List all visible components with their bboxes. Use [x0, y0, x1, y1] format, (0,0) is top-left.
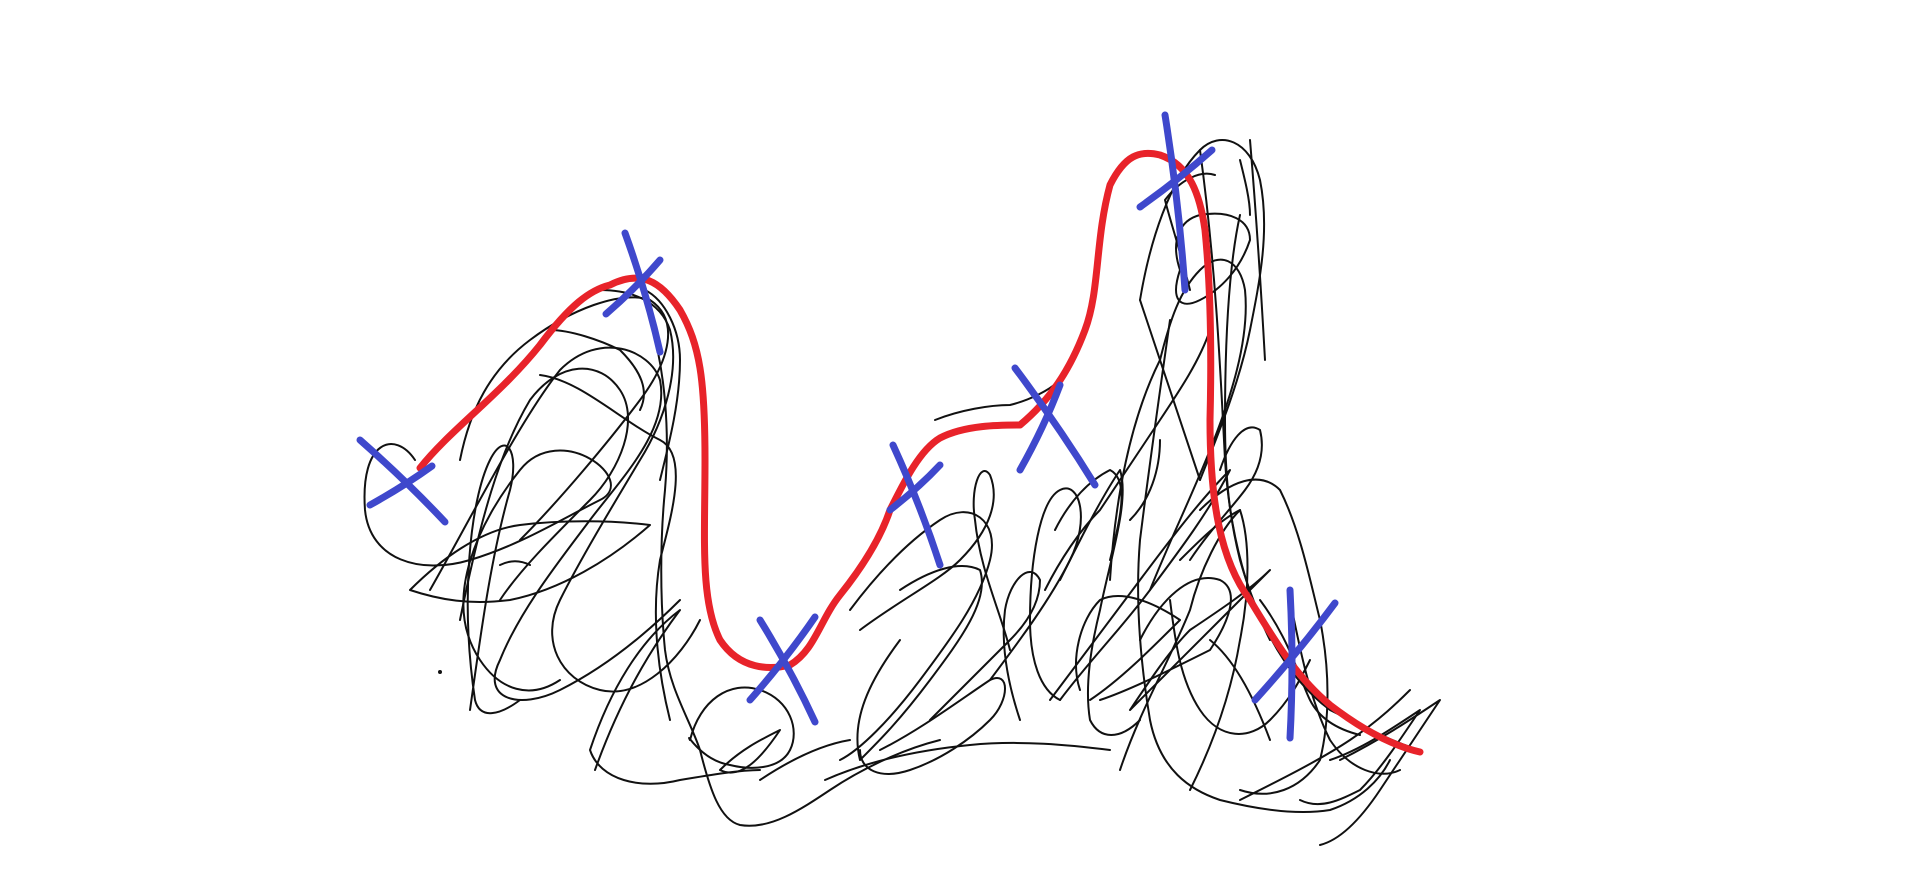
scribble-stroke	[759, 739, 851, 781]
scribble-stroke	[459, 296, 670, 541]
scribble-stroke	[539, 374, 677, 721]
scribble-stroke	[1289, 599, 1401, 775]
scribble-stroke	[859, 470, 1011, 651]
x-mark-stroke	[889, 441, 944, 569]
x-mark-stroke	[1011, 364, 1099, 489]
x-mark-stroke	[886, 461, 944, 514]
scribble-stroke	[1139, 299, 1201, 481]
scribble-stroke	[466, 444, 521, 715]
red-outline-curve	[416, 149, 1424, 756]
scribble-stroke	[1319, 699, 1441, 846]
scribble-stroke	[1137, 319, 1391, 813]
scribble-stroke	[1044, 329, 1211, 591]
scribble-stroke	[839, 511, 993, 761]
scribble-stroke	[1054, 469, 1123, 561]
scribble-stroke	[1175, 212, 1251, 305]
scribble-stroke	[549, 329, 645, 411]
scribble-stroke	[929, 570, 1041, 721]
scribble-stroke	[1129, 439, 1161, 521]
scribble-stroke	[1259, 599, 1361, 736]
scribble-stroke	[1209, 639, 1271, 741]
scribble-stroke	[363, 443, 612, 692]
scribble-stroke	[719, 729, 781, 774]
x-mark-stroke	[756, 616, 819, 726]
scribble-stroke	[1239, 159, 1251, 216]
scribble-stroke	[499, 560, 531, 566]
scribble-stroke	[1224, 214, 1421, 751]
x-mark-icon	[1251, 586, 1339, 742]
scribble-stroke	[589, 609, 761, 785]
scribble-stroke	[934, 379, 1061, 421]
x-mark-stroke	[1016, 381, 1064, 474]
scribble-stroke	[649, 319, 941, 827]
scribble-stroke	[1239, 689, 1411, 801]
x-mark-stroke	[621, 229, 664, 356]
scribble-stroke	[1059, 469, 1141, 736]
x-mark-stroke	[746, 613, 819, 704]
x-mark-stroke	[602, 256, 664, 318]
scribble-stroke	[459, 367, 629, 621]
x-mark-icon	[886, 441, 944, 569]
x-markers	[356, 111, 1339, 742]
scribble-stroke	[1109, 258, 1247, 591]
x-mark-stroke	[366, 462, 436, 509]
scribble-stroke	[1075, 595, 1181, 701]
scribble-stroke	[429, 346, 681, 701]
black-scribbles	[363, 139, 1441, 846]
scribble-stroke	[1049, 469, 1231, 701]
scribble-stroke	[859, 677, 1006, 775]
x-mark-icon	[746, 613, 819, 726]
scribble-stroke	[409, 520, 651, 603]
scribble-stroke	[688, 686, 795, 769]
scribble-stroke	[824, 741, 1111, 781]
x-mark-icon	[1011, 364, 1099, 489]
scribble-stroke	[644, 289, 681, 481]
x-mark-icon	[602, 229, 664, 356]
scribble-stroke	[856, 565, 983, 761]
x-mark-icon	[1136, 111, 1216, 294]
x-mark-icon	[356, 436, 449, 526]
x-mark-stroke	[1161, 111, 1189, 294]
x-mark-stroke	[1136, 146, 1216, 211]
ink-dot	[438, 670, 442, 674]
x-mark-stroke	[1251, 599, 1339, 704]
scribble-stroke	[989, 487, 1082, 701]
scribble-stroke	[1249, 139, 1266, 361]
x-mark-stroke	[1286, 586, 1296, 742]
